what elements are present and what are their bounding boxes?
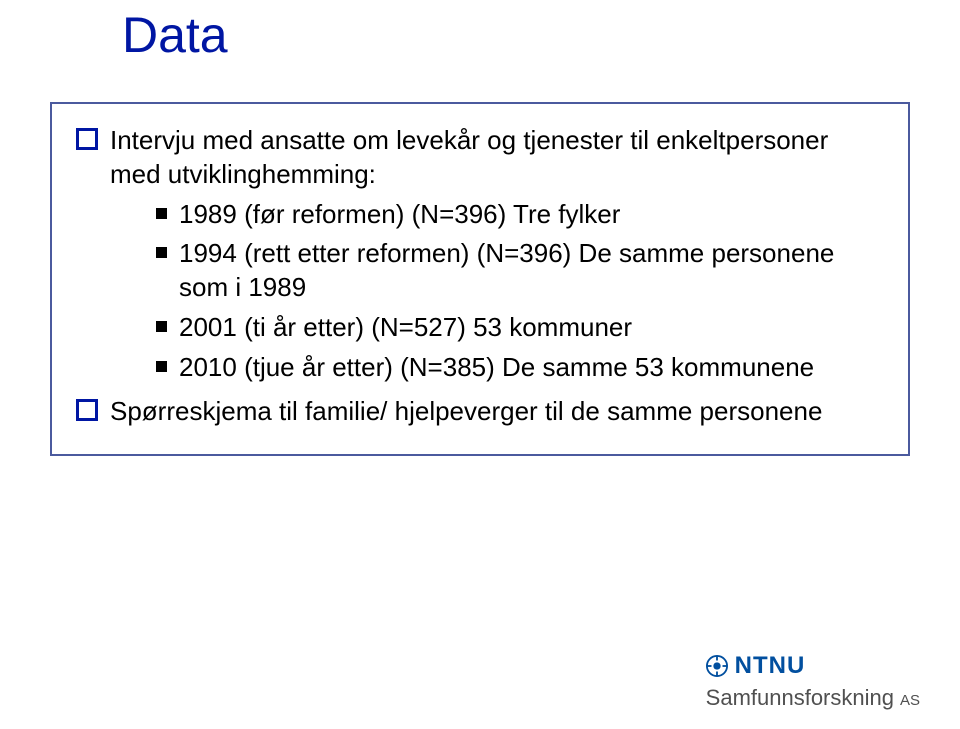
list-item: Spørreskjema til familie/ hjelpeverger t… <box>76 395 884 429</box>
ntnu-text: NTNU <box>735 652 806 680</box>
sub-list: 1989 (før reformen) (N=396) Tre fylker 1… <box>156 198 884 385</box>
footer-logo: NTNU Samfunnsforskning AS <box>706 652 920 711</box>
sub-list-item: 1989 (før reformen) (N=396) Tre fylker <box>156 198 884 232</box>
square-bullet-icon <box>156 247 167 258</box>
samfunnsforskning-row: Samfunnsforskning AS <box>706 685 920 711</box>
content-box: Intervju med ansatte om levekår og tjene… <box>50 102 910 456</box>
ntnu-logo-row: NTNU <box>706 652 806 680</box>
sub-list-item-text: 1994 (rett etter reformen) (N=396) De sa… <box>179 237 884 305</box>
square-bullet-icon <box>156 321 167 332</box>
square-bullet-icon <box>156 208 167 219</box>
sub-list-item-text: 2010 (tjue år etter) (N=385) De samme 53… <box>179 351 814 385</box>
sub-list-item-text: 2001 (ti år etter) (N=527) 53 kommuner <box>179 311 632 345</box>
list-item-text: Intervju med ansatte om levekår og tjene… <box>110 124 884 192</box>
sub-list-item: 2001 (ti år etter) (N=527) 53 kommuner <box>156 311 884 345</box>
as-text: AS <box>900 692 920 709</box>
sub-list-item-text: 1989 (før reformen) (N=396) Tre fylker <box>179 198 620 232</box>
checkbox-bullet-icon <box>76 399 98 421</box>
samfunnsforskning-text: Samfunnsforskning <box>706 685 894 711</box>
slide-title: Data <box>122 6 228 64</box>
sub-list-item: 1994 (rett etter reformen) (N=396) De sa… <box>156 237 884 305</box>
list-item: Intervju med ansatte om levekår og tjene… <box>76 124 884 192</box>
ntnu-emblem-icon <box>706 655 728 677</box>
list-item-text: Spørreskjema til familie/ hjelpeverger t… <box>110 395 822 429</box>
sub-list-item: 2010 (tjue år etter) (N=385) De samme 53… <box>156 351 884 385</box>
square-bullet-icon <box>156 361 167 372</box>
checkbox-bullet-icon <box>76 128 98 150</box>
